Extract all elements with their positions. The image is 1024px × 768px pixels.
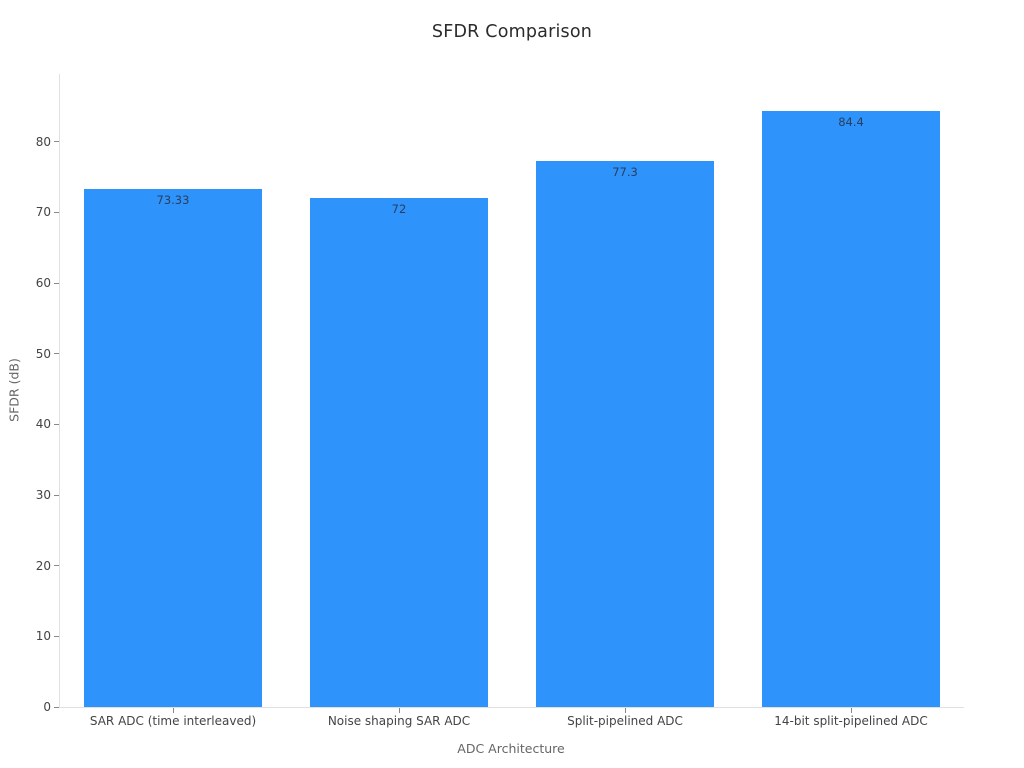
bar-2: 77.3 <box>535 160 715 707</box>
y-tick-mark <box>54 706 59 708</box>
y-tick-label: 80 <box>35 134 51 149</box>
plot-area: 73.33 72 77.3 84.4 0 10 20 30 40 50 60 70 80 SAR ADC … <box>36 74 964 728</box>
y-tick-mark <box>54 635 59 637</box>
y-tick-label: 60 <box>35 276 51 291</box>
y-tick-mark <box>54 494 59 496</box>
x-tick-mark <box>398 708 400 713</box>
x-tick-mark <box>624 708 626 713</box>
y-tick-label: 50 <box>35 346 51 361</box>
bar-value-label-2: 77.3 <box>612 164 638 179</box>
x-tick-mark <box>850 708 852 713</box>
chart-title: SFDR Comparison <box>431 22 593 42</box>
y-tick-label: 10 <box>35 629 51 644</box>
x-category-label-0: SAR ADC (time interleaved) <box>89 714 257 728</box>
x-category-label-1: Noise shaping SAR ADC <box>327 714 471 728</box>
bar-value-label-0: 73.33 <box>156 192 190 207</box>
y-tick-label: 20 <box>35 558 51 573</box>
bar-value-label-3: 84.4 <box>838 114 864 129</box>
y-tick-label: 30 <box>35 488 51 503</box>
y-tick-mark <box>54 353 59 355</box>
bar-0: 73.33 <box>83 188 263 707</box>
bar-1: 72 <box>309 198 489 707</box>
x-axis-title: ADC Architecture <box>457 741 565 756</box>
y-tick-mark <box>54 141 59 143</box>
y-tick-label: 40 <box>35 417 51 432</box>
y-tick-label: 70 <box>35 205 51 220</box>
bar-3: 84.4 <box>761 110 941 707</box>
x-tick-mark <box>172 708 174 713</box>
bar-value-label-1: 72 <box>391 202 407 217</box>
y-tick-mark <box>54 282 59 284</box>
y-tick-mark <box>54 565 59 567</box>
y-axis-title: SFDR (dB) <box>6 358 22 422</box>
x-category-label-3: 14-bit split-pipelined ADC <box>774 714 928 728</box>
y-tick-mark <box>54 211 59 213</box>
y-tick-label: 0 <box>43 700 51 714</box>
x-category-label-2: Split-pipelined ADC <box>567 714 683 728</box>
y-tick-mark <box>54 423 59 425</box>
